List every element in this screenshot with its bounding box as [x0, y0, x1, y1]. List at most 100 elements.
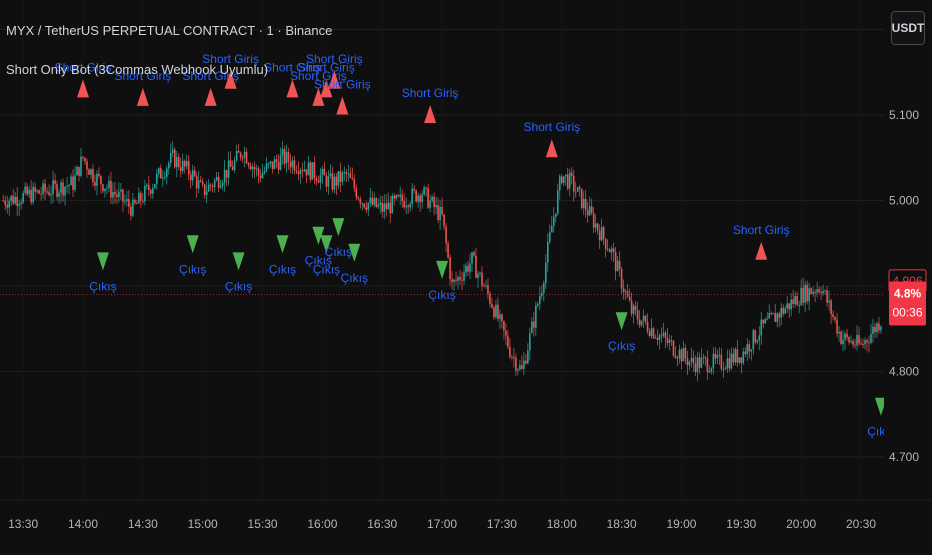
candle-body	[770, 313, 773, 315]
short-entry-label: Short Giriş	[264, 60, 321, 74]
candle-body	[694, 363, 697, 373]
candle-body	[309, 162, 312, 180]
candle-body	[427, 188, 429, 208]
candle-body	[626, 291, 629, 297]
candle-body	[259, 175, 262, 179]
change-badge	[889, 281, 926, 326]
candle-body	[161, 177, 164, 179]
candle-body	[517, 369, 519, 371]
candle-body	[20, 202, 22, 205]
candle-body	[211, 185, 214, 187]
candle-body	[818, 289, 820, 293]
currency-button[interactable]: USDT	[891, 11, 925, 45]
candle-body	[221, 182, 224, 186]
candle-body	[718, 354, 721, 356]
candle-body	[359, 198, 362, 204]
candle-body	[700, 357, 703, 368]
candle-body	[173, 149, 176, 168]
candle-body	[66, 185, 68, 187]
candle-body	[660, 335, 663, 337]
candle-body	[880, 326, 882, 331]
candle-body	[295, 170, 298, 172]
time-tick-label: 20:00	[786, 517, 816, 531]
candle-body	[866, 340, 868, 343]
candle-body	[439, 206, 441, 221]
candle-body	[690, 357, 693, 362]
candle-body	[58, 192, 60, 197]
candle-body	[509, 346, 511, 357]
candle-body	[622, 288, 625, 293]
candle-body	[636, 310, 639, 320]
candle-body	[245, 151, 248, 164]
candle-body	[666, 337, 669, 344]
candle-body	[688, 361, 691, 366]
candle-body	[451, 279, 453, 283]
time-axis[interactable]: 13:30 14:00 14:30 15:00 15:30 16:00 16:30 17:00…	[0, 499, 932, 550]
candle-body	[223, 169, 226, 183]
candle-body	[710, 368, 713, 372]
candle-body	[481, 272, 483, 286]
candle-body	[265, 163, 268, 171]
candle-body	[201, 181, 204, 185]
indicator-title[interactable]: Short Only Bot (3Commas Webhook Uyumlu)	[6, 62, 269, 77]
candle-body	[634, 305, 637, 311]
time-tick-label: 18:00	[547, 517, 577, 531]
candle-body	[511, 356, 513, 358]
candle-body	[674, 355, 677, 358]
candle-body	[676, 357, 679, 359]
candle-body	[784, 308, 786, 314]
candle-body	[856, 334, 858, 346]
exit-label: Çıkış	[325, 245, 352, 259]
candle-body	[287, 151, 290, 162]
candle-body	[680, 349, 683, 362]
candle-body	[167, 163, 170, 169]
candle-body	[596, 223, 599, 231]
candle-body	[207, 184, 210, 192]
candle-body	[275, 159, 278, 163]
candle-body	[794, 295, 796, 305]
short-entry-label: Short Giriş	[523, 120, 580, 134]
candle-body	[592, 213, 595, 228]
candle-body	[199, 180, 202, 182]
candle-body	[177, 156, 180, 168]
candle-body	[217, 176, 220, 188]
candle-body	[588, 206, 591, 216]
short-entry-marker	[204, 87, 217, 106]
candle-body	[399, 194, 401, 197]
symbol-title[interactable]: MYX / TetherUS PERPETUAL CONTRACT · 1 · …	[6, 23, 333, 38]
candle-body	[373, 197, 376, 205]
time-tick-label: 19:00	[666, 517, 696, 531]
short-entry-marker	[224, 70, 237, 89]
candle-body	[686, 358, 689, 366]
candle-body	[447, 243, 449, 258]
candle-body	[415, 190, 417, 202]
candle-body	[76, 166, 78, 176]
candle-body	[764, 319, 767, 324]
candle-body	[830, 300, 832, 315]
candle-body	[395, 195, 397, 199]
candle-body	[678, 349, 681, 359]
candle-body	[768, 313, 771, 319]
exit-label: Çıkış	[179, 262, 206, 276]
candle-body	[608, 249, 611, 253]
candle-body	[307, 162, 310, 176]
candle-body	[387, 202, 390, 210]
candle-body	[285, 151, 288, 164]
candle-body	[351, 177, 354, 180]
candle-body	[339, 171, 342, 183]
candle-body	[317, 180, 320, 183]
candle-body	[834, 316, 836, 320]
candle-body	[78, 166, 80, 176]
candle-body	[786, 303, 788, 309]
exit-label: Çıkış	[89, 279, 116, 293]
time-tick-label: 16:00	[307, 517, 337, 531]
candle-body	[355, 188, 358, 198]
candle-body	[696, 357, 699, 373]
candle-body	[445, 226, 447, 244]
candle-body	[852, 341, 854, 345]
candle-body	[419, 195, 421, 203]
candle-body	[780, 307, 783, 318]
candle-body	[453, 279, 455, 283]
